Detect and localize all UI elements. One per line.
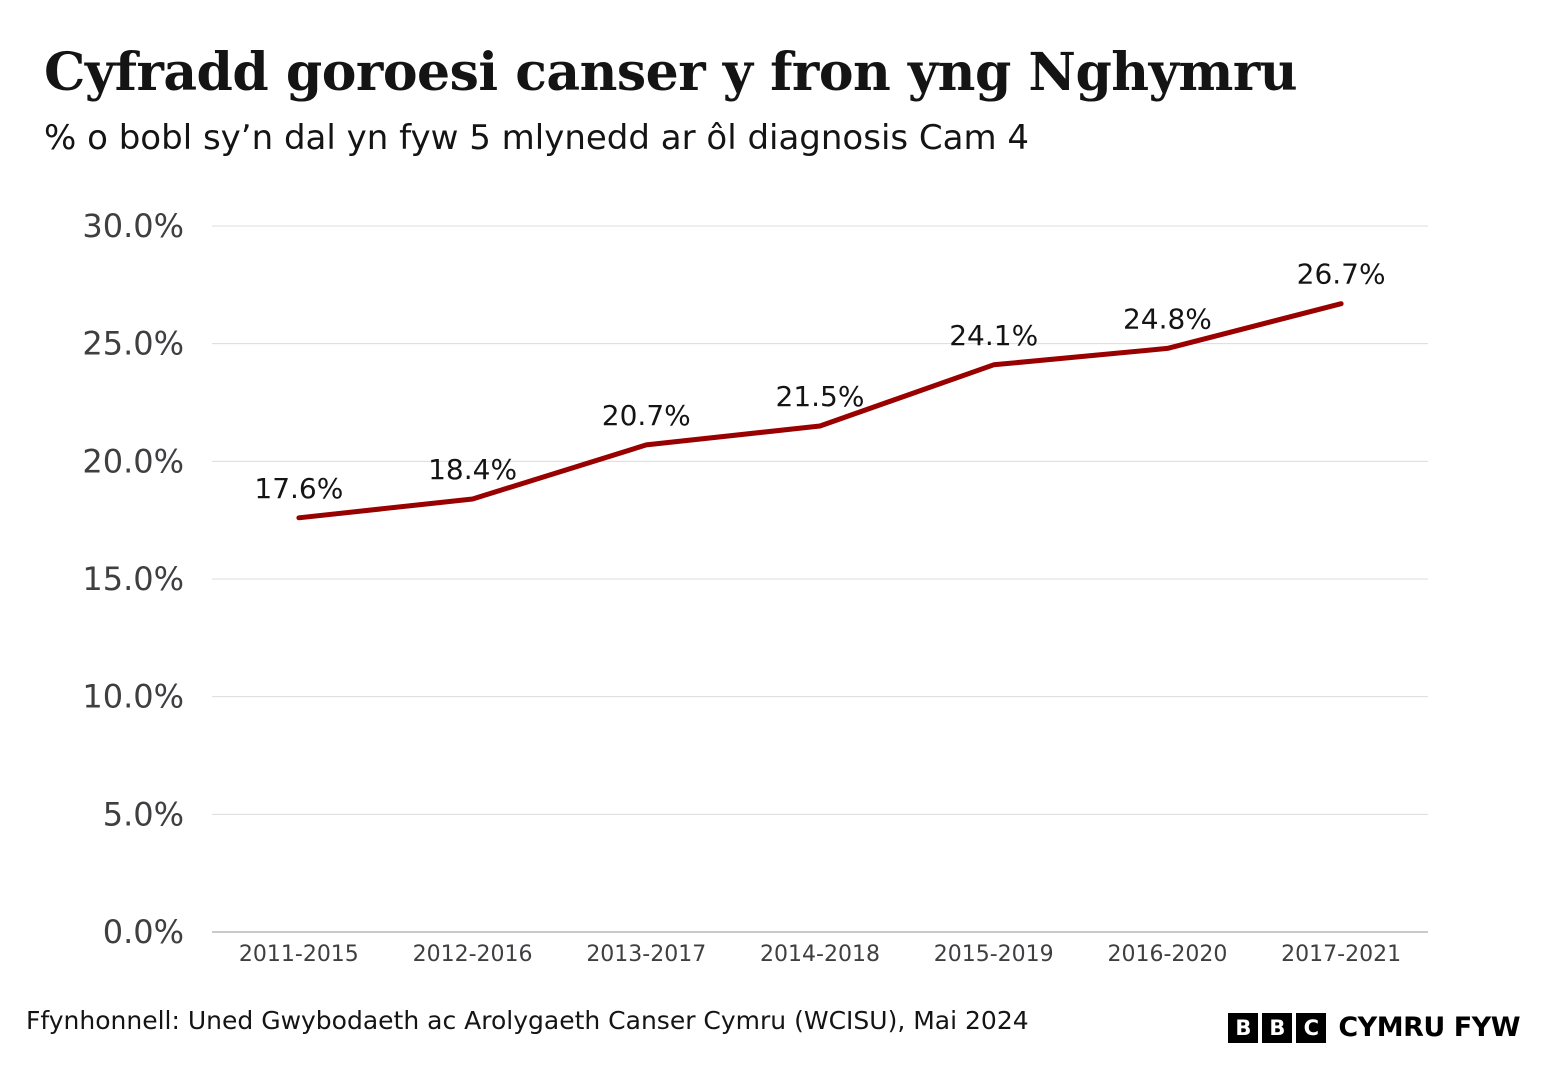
- y-axis-tick-labels: 0.0% 5.0% 10.0% 15.0% 20.0% 25.0% 30.0%: [82, 207, 184, 951]
- data-labels: 17.6% 18.4% 20.7% 21.5% 24.1% 24.8% 26.7%: [254, 258, 1385, 505]
- x-tick-label: 2011-2015: [239, 942, 359, 967]
- x-tick-label: 2017-2021: [1281, 942, 1401, 967]
- data-label: 18.4%: [428, 453, 517, 486]
- x-tick-label: 2012-2016: [413, 942, 533, 967]
- data-label: 21.5%: [776, 380, 865, 413]
- series-line: [296, 301, 1344, 521]
- y-tick-label: 5.0%: [103, 795, 184, 833]
- bbc-cymru-fyw-logo: B B C CYMRU FYW: [1228, 1012, 1520, 1043]
- y-tick-label: 0.0%: [103, 913, 184, 951]
- y-tick-label: 30.0%: [82, 207, 184, 245]
- data-label: 24.8%: [1123, 302, 1212, 335]
- x-tick-label: 2014-2018: [760, 942, 880, 967]
- x-tick-label: 2015-2019: [934, 942, 1054, 967]
- data-label: 24.1%: [949, 319, 1038, 352]
- y-tick-label: 20.0%: [82, 442, 184, 480]
- data-label: 17.6%: [254, 472, 343, 505]
- x-tick-label: 2016-2020: [1107, 942, 1227, 967]
- chart-title: Cyfradd goroesi canser y fron yng Nghymr…: [44, 42, 1298, 103]
- data-label: 26.7%: [1297, 258, 1386, 291]
- data-label: 20.7%: [602, 399, 691, 432]
- x-tick-label: 2013-2017: [586, 942, 706, 967]
- bbc-logo-letter-b2: B: [1262, 1012, 1293, 1043]
- gridlines: [212, 225, 1428, 933]
- y-tick-label: 25.0%: [82, 325, 184, 363]
- y-tick-label: 10.0%: [82, 678, 184, 716]
- y-tick-label: 15.0%: [82, 560, 184, 598]
- chart-subtitle: % o bobl sy’n dal yn fyw 5 mlynedd ar ôl…: [44, 118, 1030, 158]
- x-axis-tick-labels: 2011-2015 2012-2016 2013-2017 2014-2018 2015…: [239, 942, 1401, 967]
- bbc-logo-letter-c: C: [1296, 1012, 1327, 1043]
- bbc-logo-letter-b1: B: [1228, 1012, 1259, 1043]
- source-note: Ffynhonnell: Uned Gwybodaeth ac Arolygae…: [26, 1006, 1029, 1035]
- brand-name: CYMRU FYW: [1338, 1012, 1520, 1043]
- series-line-group: [296, 301, 1344, 521]
